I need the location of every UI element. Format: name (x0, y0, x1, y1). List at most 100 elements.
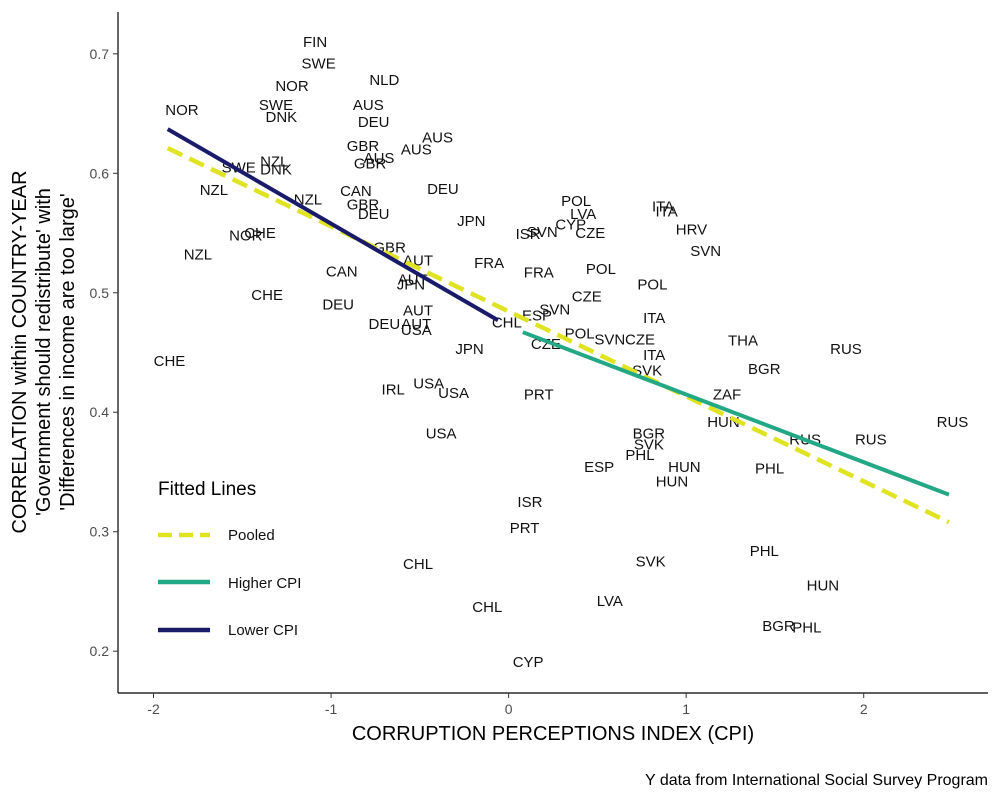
point-label: FIN (303, 34, 327, 51)
fit-line-higher-cpi (522, 330, 950, 497)
point-label: NZL (184, 247, 212, 264)
point-label: RUS (855, 432, 887, 449)
y-axis-title: CORRELATION within COUNTRY-YEAR 'Governm… (9, 170, 79, 533)
x-axis-title: CORRUPTION PERCEPTIONS INDEX (CPI) (352, 723, 754, 745)
point-label: SWE (302, 55, 336, 72)
point-label: AUT (401, 316, 431, 333)
point-label: DEU (358, 114, 390, 131)
y-axis-title-line-2: 'Government should redistribute' with (33, 188, 55, 516)
point-label: HRV (676, 221, 707, 238)
y-ticks: 0.2 0.3 0.4 0.5 0.6 0.7 (90, 46, 118, 659)
point-label: JPN (457, 213, 485, 230)
point-label: DEU (358, 206, 390, 223)
point-label: CYP (555, 217, 586, 234)
point-label: ITA (643, 347, 665, 364)
point-label: PHL (750, 543, 779, 560)
legend: Fitted Lines Pooled Higher CPI Lower CPI (158, 479, 301, 639)
point-label: ITA (656, 204, 678, 221)
point-label: HUN (807, 577, 840, 594)
point-label: JPN (397, 276, 425, 293)
point-label: ESP (584, 459, 614, 476)
x-tick-label: 0 (505, 701, 513, 717)
y-tick-label: 0.3 (90, 524, 110, 540)
point-label: BGR (748, 361, 781, 378)
point-label: LVA (597, 593, 623, 610)
point-label: AUS (364, 150, 395, 167)
legend-item-pooled: Pooled (158, 527, 275, 544)
point-label: SVN (527, 224, 558, 241)
point-label: NZL (200, 182, 228, 199)
legend-label-higher-cpi: Higher CPI (228, 575, 301, 592)
point-label: THA (728, 333, 758, 350)
point-label: POL (586, 261, 616, 278)
point-label: CHE (251, 287, 283, 304)
point-label: FRA (474, 255, 504, 272)
point-label: CHE (244, 225, 276, 242)
point-label: PRT (510, 520, 540, 537)
point-label: ESP (522, 307, 552, 324)
point-label: NOR (229, 227, 263, 244)
point-label: CHE (154, 353, 186, 370)
point-label: CHL (403, 556, 433, 573)
y-tick-label: 0.4 (90, 404, 110, 420)
point-label: RUS (830, 341, 862, 358)
point-label: CZE (572, 288, 602, 305)
legend-label-lower-cpi: Lower CPI (228, 622, 298, 639)
point-label: AUS (353, 97, 384, 114)
x-ticks: -2 -1 0 1 2 (147, 693, 868, 717)
point-label: SVK (634, 436, 664, 453)
point-label: POL (565, 325, 595, 342)
point-label: USA (401, 322, 432, 339)
fit-lines (166, 127, 950, 525)
point-label: DNK (266, 109, 298, 126)
point-label: ZAF (713, 386, 741, 403)
y-tick-label: 0.5 (90, 285, 110, 301)
point-label: POL (561, 193, 591, 210)
point-label: BGR (762, 618, 795, 635)
point-label: GBR (347, 138, 380, 155)
y-axis-title-line-3: 'Differences in income are too large' (57, 193, 79, 510)
point-label: DNK (260, 162, 292, 179)
point-label: PHL (792, 619, 821, 636)
point-label: RUS (937, 414, 969, 431)
point-label: LVA (570, 206, 596, 223)
point-label: ISR (516, 226, 541, 243)
x-tick-label: -2 (147, 701, 160, 717)
point-label: IRL (382, 382, 405, 399)
legend-title: Fitted Lines (158, 479, 256, 500)
point-label: SVN (690, 243, 721, 260)
point-label: SVN (539, 301, 570, 318)
point-label: FRA (524, 264, 554, 281)
point-label: USA (426, 426, 457, 443)
point-label: SVK (636, 554, 666, 571)
point-label: CAN (340, 183, 372, 200)
caption: Y data from International Social Survey … (645, 772, 988, 789)
legend-item-higher-cpi: Higher CPI (158, 575, 301, 592)
point-label: CHL (492, 315, 522, 332)
point-label: NOR (165, 102, 199, 119)
point-label: CZE (625, 331, 655, 348)
point-label: PRT (524, 386, 554, 403)
point-label: NLD (369, 72, 399, 89)
point-label: HUN (707, 414, 740, 431)
point-label: CYP (513, 654, 544, 671)
x-tick-label: -1 (325, 701, 338, 717)
y-tick-label: 0.7 (90, 46, 110, 62)
point-label: USA (438, 385, 469, 402)
point-label: SWE (259, 97, 293, 114)
point-label: SVN (594, 331, 625, 348)
point-label: ITA (643, 310, 665, 327)
point-label: ITA (652, 199, 674, 216)
axes (117, 12, 988, 694)
fit-line-lower-cpi (166, 127, 499, 322)
point-label: CZE (575, 225, 605, 242)
y-axis-title-line-1: CORRELATION within COUNTRY-YEAR (9, 170, 31, 533)
point-label: JPN (455, 341, 483, 358)
y-tick-label: 0.6 (90, 165, 110, 181)
point-label: DEU (322, 297, 354, 314)
point-label: BGR (633, 426, 666, 443)
point-label: CAN (326, 263, 358, 280)
legend-label-pooled: Pooled (228, 527, 275, 544)
y-tick-label: 0.2 (90, 643, 110, 659)
